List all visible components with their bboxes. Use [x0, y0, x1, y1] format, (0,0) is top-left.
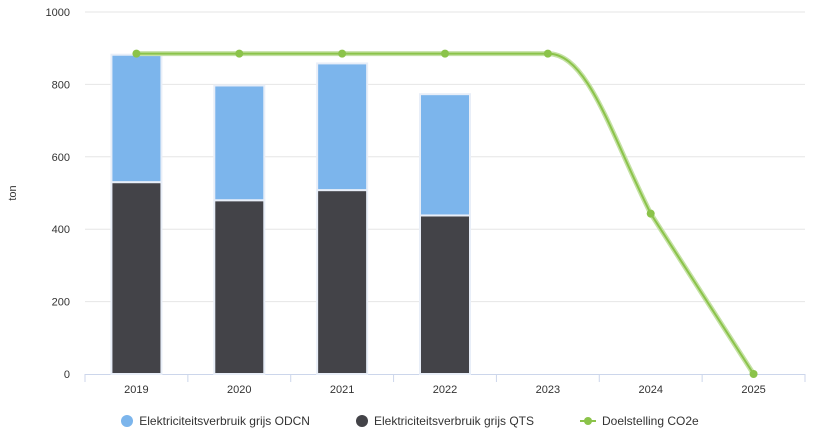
legend-item-qts[interactable]: Elektriciteitsverbruik grijs QTS: [355, 414, 534, 428]
bar-segment-odcn: [316, 62, 369, 192]
bar-segment-qts: [419, 214, 471, 375]
x-tick-label: 2019: [124, 384, 148, 396]
y-axis-ticks: 0 200 400 600 800 1000: [46, 7, 70, 381]
x-tick-label: 2021: [330, 384, 354, 396]
bar-segment-qts: [110, 181, 163, 375]
y-tick-label: 400: [52, 224, 70, 236]
y-axis-title: ton: [7, 185, 19, 200]
legend-marker-qts: [355, 415, 368, 427]
target-point: [338, 49, 347, 58]
x-tick-label: 2020: [227, 384, 251, 396]
y-tick-label: 800: [52, 79, 70, 91]
y-tick-label: 1000: [46, 7, 70, 19]
target-point: [543, 49, 552, 58]
y-tick-label: 200: [52, 297, 70, 309]
x-tick-label: 2023: [536, 384, 560, 396]
x-tick-label: 2024: [638, 384, 662, 396]
x-tick-label: 2025: [741, 384, 765, 396]
bar-segment-odcn: [213, 84, 266, 202]
target-point: [441, 49, 449, 58]
y-tick-label: 600: [52, 152, 70, 164]
target-point: [235, 49, 244, 58]
target-line-path: [136, 52, 755, 375]
legend-marker-odcn: [121, 415, 134, 427]
legend-label-qts: Elektriciteitsverbruik grijs QTS: [373, 414, 534, 428]
legend: Elektriciteitsverbruik grijs ODCN Elektr…: [0, 410, 820, 432]
target-line: [132, 49, 758, 378]
legend-label-doelstelling: Doelstelling CO2e: [602, 414, 699, 428]
bar-segment-odcn: [110, 53, 163, 184]
legend-marker-doelstelling: [580, 415, 596, 427]
target-point: [749, 370, 758, 378]
legend-label-odcn: Elektriciteitsverbruik grijs ODCN: [139, 414, 310, 428]
target-point: [646, 209, 655, 218]
legend-item-odcn[interactable]: Elektriciteitsverbruik grijs ODCN: [121, 414, 310, 428]
bar-segment-qts: [316, 189, 369, 375]
bars: [110, 53, 471, 375]
y-tick-label: 0: [64, 369, 70, 381]
target-point: [132, 49, 141, 58]
bar-segment-qts: [213, 199, 266, 375]
x-tick-label: 2022: [433, 384, 457, 396]
x-axis: 2019 2020 2021 2022 2023 2024 2025: [84, 374, 806, 396]
legend-item-doelstelling[interactable]: Doelstelling CO2e: [580, 414, 699, 428]
bar-segment-odcn: [419, 93, 471, 217]
